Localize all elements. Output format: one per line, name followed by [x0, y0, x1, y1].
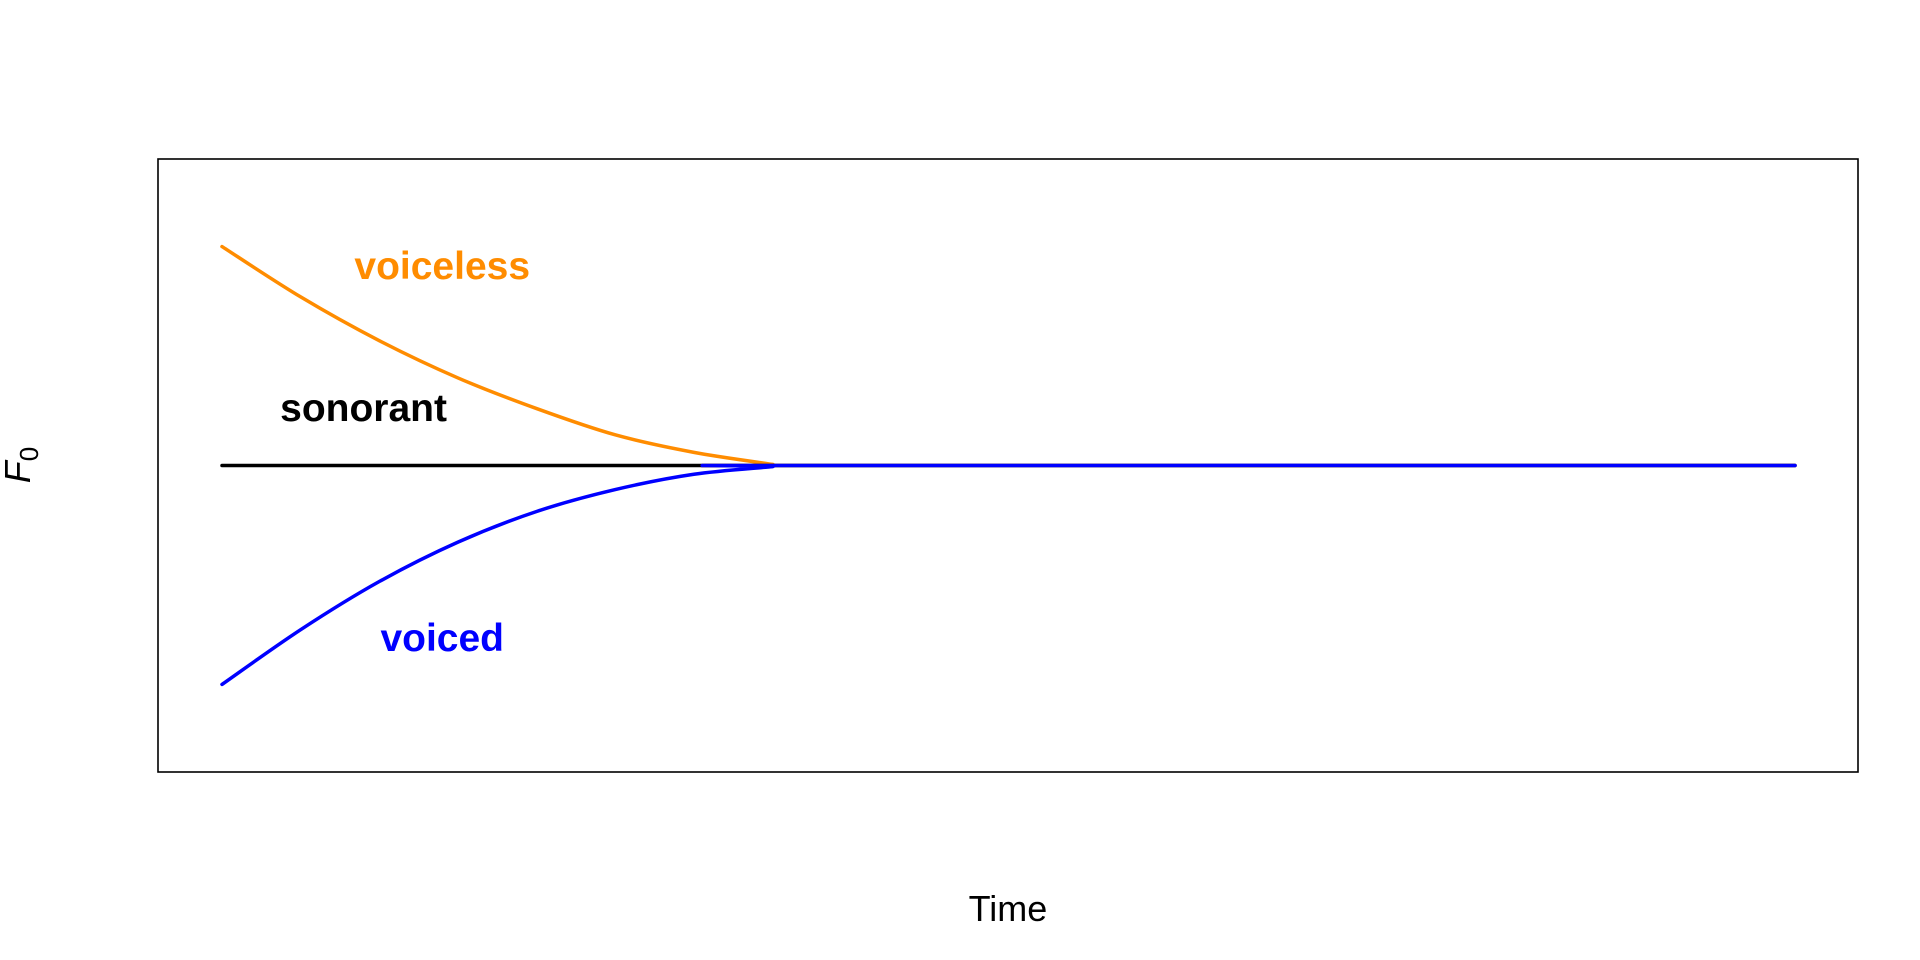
series-label-voiced: voiced — [380, 617, 504, 660]
series-label-sonorant: sonorant — [280, 387, 447, 430]
x-axis-label: Time — [969, 888, 1048, 929]
annotation-layer: voiceless sonorant voiced — [280, 245, 530, 660]
y-axis-label: F0 — [0, 447, 44, 483]
series-line-voiced — [220, 463, 1797, 687]
y-axis-label-subscript: 0 — [14, 447, 44, 461]
series-label-voiceless: voiceless — [354, 245, 530, 288]
y-axis-label-main: F — [0, 459, 38, 483]
plot-frame — [157, 158, 1859, 773]
series-layer — [220, 244, 1797, 687]
